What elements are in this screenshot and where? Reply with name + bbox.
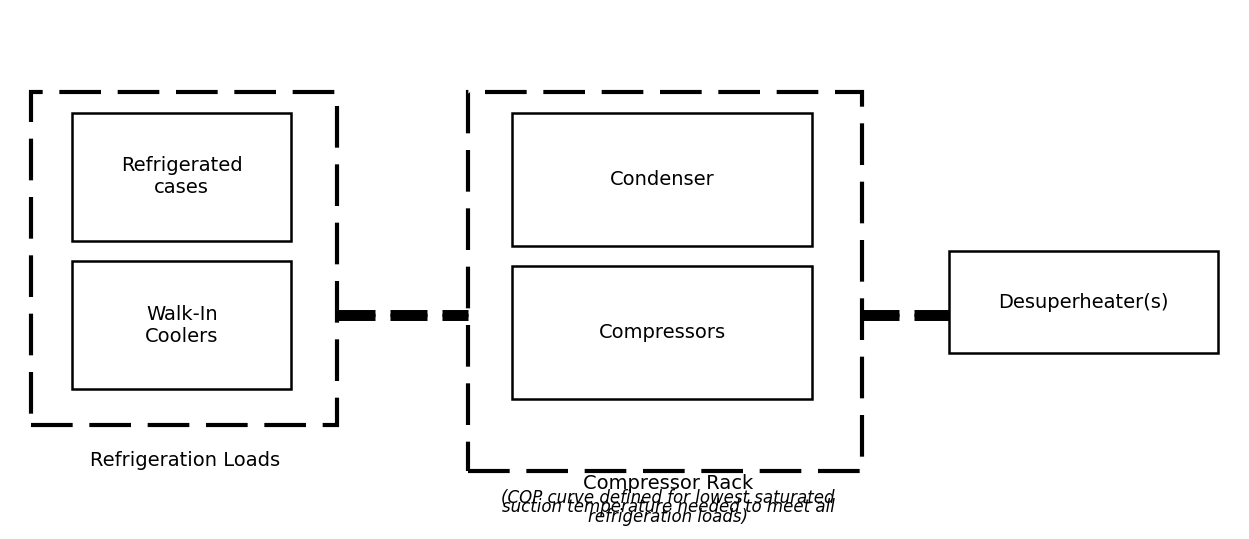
Text: (COP curve defined for lowest saturated: (COP curve defined for lowest saturated (501, 489, 836, 507)
Bar (31, 92, 337, 425)
Bar (72, 261, 291, 389)
Text: Compressors: Compressors (598, 323, 726, 342)
Text: Walk-In
Coolers: Walk-In Coolers (145, 305, 219, 345)
Text: suction temperature needed to meet all: suction temperature needed to meet all (502, 498, 834, 516)
Text: Refrigeration Loads: Refrigeration Loads (90, 451, 280, 471)
Text: Desuperheater(s): Desuperheater(s) (998, 293, 1169, 312)
Bar (949, 251, 1218, 354)
Text: refrigeration loads): refrigeration loads) (588, 508, 748, 526)
Text: Condenser: Condenser (610, 170, 714, 189)
Bar (468, 92, 862, 471)
Bar (512, 113, 812, 246)
Text: Compressor Rack: Compressor Rack (583, 474, 753, 493)
Text: Refrigerated
cases: Refrigerated cases (121, 156, 242, 197)
Bar (512, 266, 812, 399)
Bar (72, 113, 291, 240)
